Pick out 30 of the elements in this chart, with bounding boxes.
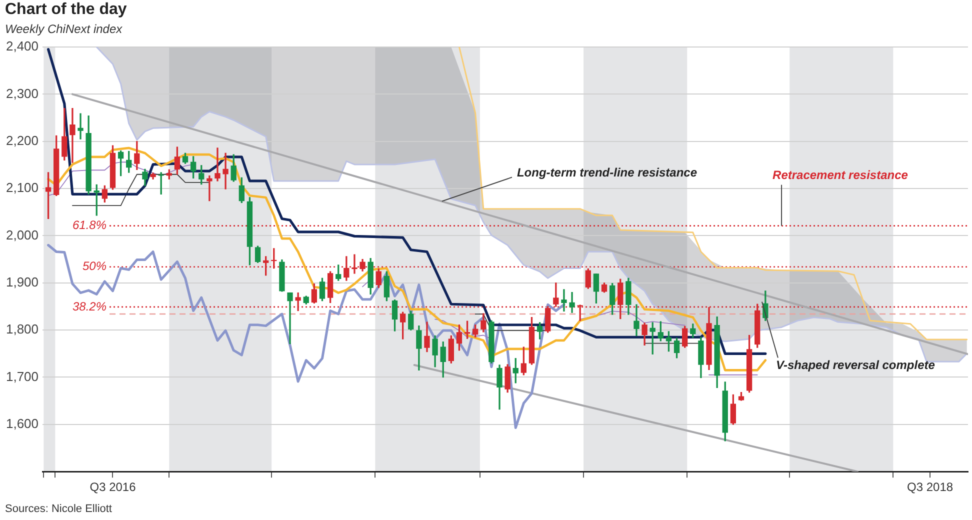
- chart-title: Chart of the day: [5, 1, 127, 19]
- candlestick: [287, 292, 293, 344]
- candlestick: [222, 152, 228, 190]
- annotation: Retracement resistance: [772, 168, 908, 182]
- candlestick: [561, 289, 567, 312]
- candlestick: [295, 292, 301, 312]
- y-tick-label: 2,400: [6, 38, 39, 54]
- y-tick-label: 2,000: [6, 227, 39, 242]
- candlestick: [352, 254, 358, 274]
- annotation: Long-term trend-line resistance: [516, 166, 698, 180]
- y-tick-label: 1,800: [6, 322, 39, 337]
- annotation: 38.2%: [72, 299, 107, 314]
- y-tick-label: 2,200: [6, 132, 39, 148]
- candlestick: [78, 113, 84, 140]
- candlestick: [70, 108, 76, 163]
- x-tick-label: Q3 2016: [90, 480, 136, 494]
- y-tick-label: 2,100: [6, 180, 39, 196]
- y-tick-label: 1,600: [6, 416, 39, 431]
- x-tick-label: Q3 2018: [906, 480, 954, 494]
- annotation: V-shaped reversal complete: [776, 358, 936, 372]
- annotation: 61.8%: [72, 218, 107, 232]
- y-tick-label: 2,300: [6, 86, 39, 101]
- candlestick: [214, 148, 220, 182]
- y-tick-label: 1,900: [6, 274, 39, 290]
- candlestick: [206, 175, 212, 202]
- source-note: Sources: Nicole Elliott: [5, 503, 112, 515]
- y-tick-label: 1,700: [6, 368, 39, 384]
- candlestick: [569, 292, 575, 313]
- annotation: 50%: [82, 259, 107, 274]
- chart-subtitle: Weekly ChiNext index: [5, 22, 122, 36]
